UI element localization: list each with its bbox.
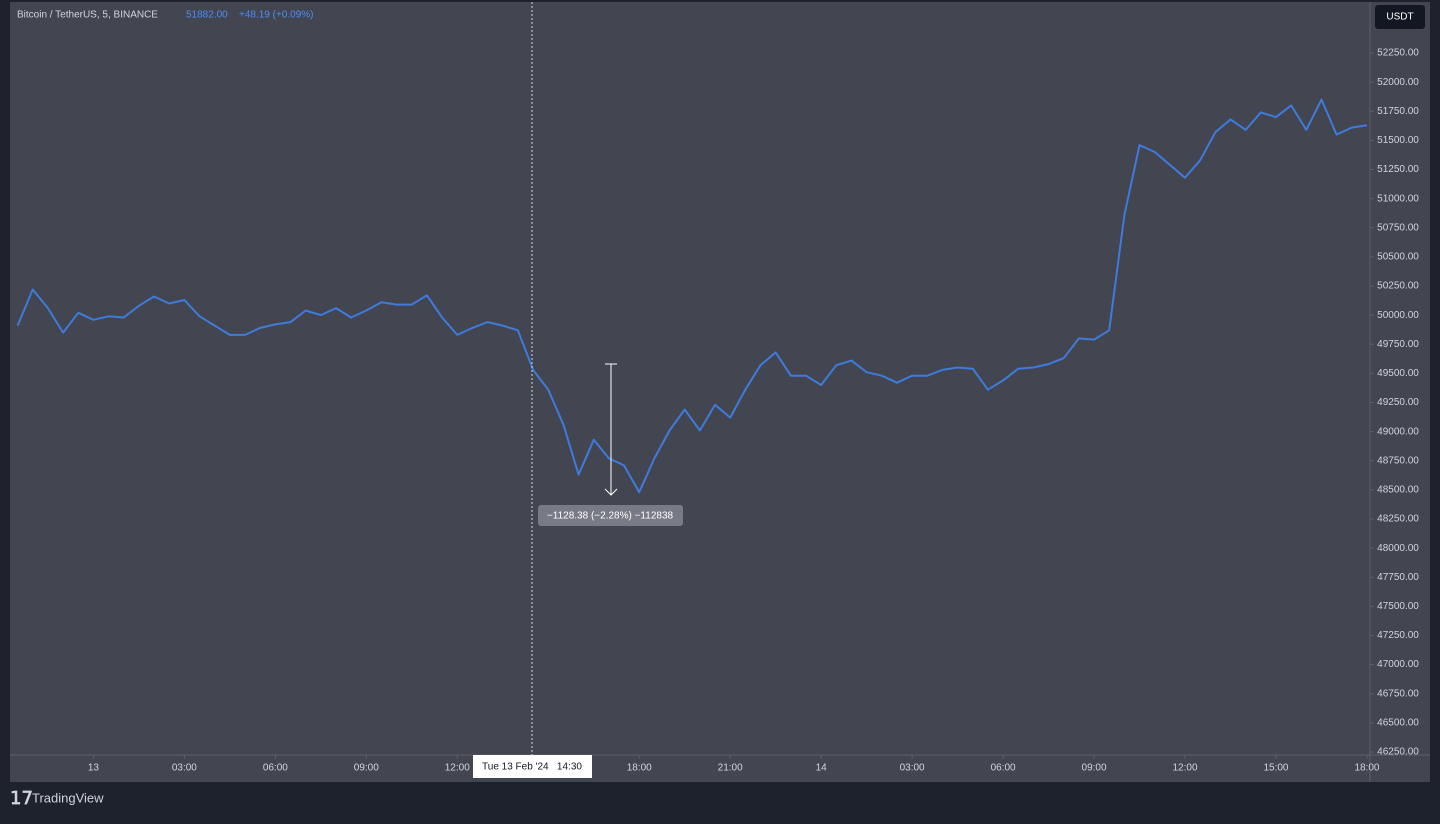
x-tick-label: 03:00 — [172, 763, 197, 774]
y-tick-label: 49250.00 — [1377, 397, 1419, 408]
y-tick-label: 51500.00 — [1377, 135, 1419, 146]
y-tick-label: 48250.00 — [1377, 514, 1419, 525]
y-tick-label: 49500.00 — [1377, 368, 1419, 379]
y-tick-label: 51750.00 — [1377, 106, 1419, 117]
x-tick-label: 12:00 — [445, 763, 470, 774]
x-tick-label: 18:00 — [627, 763, 652, 774]
y-tick-label: 47250.00 — [1377, 630, 1419, 641]
y-tick-label: 49000.00 — [1377, 426, 1419, 437]
y-tick-label: 49750.00 — [1377, 339, 1419, 350]
x-tick-label: 06:00 — [991, 763, 1016, 774]
y-tick-label: 50250.00 — [1377, 281, 1419, 292]
measure-label: −1128.38 (−2.28%) −112838 — [547, 511, 674, 522]
y-tick-label: 47000.00 — [1377, 659, 1419, 670]
time-axis — [10, 755, 1430, 782]
x-tick-label: 21:00 — [718, 763, 743, 774]
x-tick-label: 09:00 — [354, 763, 379, 774]
logo-mark: 𝟣𝟩 — [10, 788, 33, 808]
x-tick-label: 14 — [816, 763, 828, 774]
x-tick-label: 18:00 — [1354, 763, 1379, 774]
crosshair-box — [473, 755, 592, 778]
price: 51882.00 — [186, 10, 228, 21]
y-tick-label: 48000.00 — [1377, 543, 1419, 554]
price-line — [16, 98, 1368, 494]
x-tick-label: 03:00 — [900, 763, 925, 774]
y-tick-label: 47500.00 — [1377, 601, 1419, 612]
y-tick-label: 50000.00 — [1377, 310, 1419, 321]
y-tick-label: 48750.00 — [1377, 455, 1419, 466]
price-axis — [1370, 2, 1430, 755]
plot — [16, 98, 1368, 494]
x-tick-label: 06:00 — [263, 763, 288, 774]
symbol: Bitcoin / TetherUS, 5, BINANCE — [17, 10, 158, 21]
plot-area — [10, 2, 1370, 755]
y-tick-label: 51250.00 — [1377, 164, 1419, 175]
x-tick-label: 13 — [88, 763, 100, 774]
y-tick-label: 46750.00 — [1377, 688, 1419, 699]
measure-box — [538, 505, 683, 526]
crosshair-label: Tue 13 Feb '24 14:30 — [482, 762, 582, 773]
y-tick-label: 46500.00 — [1377, 717, 1419, 728]
y-tick-label: 50750.00 — [1377, 222, 1419, 233]
measure-arrow — [604, 488, 618, 496]
x-tick-label: 12:00 — [1173, 763, 1198, 774]
y-tick-label: 52000.00 — [1377, 77, 1419, 88]
currency-button[interactable] — [1375, 5, 1425, 29]
y-tick-label: 46250.00 — [1377, 747, 1419, 758]
currency[interactable]: USDT — [1386, 12, 1413, 23]
brand[interactable]: TradingView — [32, 790, 104, 805]
y-tick-label: 47750.00 — [1377, 572, 1419, 583]
y-tick-label: 52250.00 — [1377, 48, 1419, 59]
x-tick-label: 09:00 — [1082, 763, 1107, 774]
y-tick-label: 50500.00 — [1377, 252, 1419, 263]
y-tick-label: 51000.00 — [1377, 193, 1419, 204]
change: +48.19 (+0.09%) — [239, 10, 314, 21]
y-tick-label: 48500.00 — [1377, 485, 1419, 496]
x-tick-label: 15:00 — [1263, 763, 1288, 774]
